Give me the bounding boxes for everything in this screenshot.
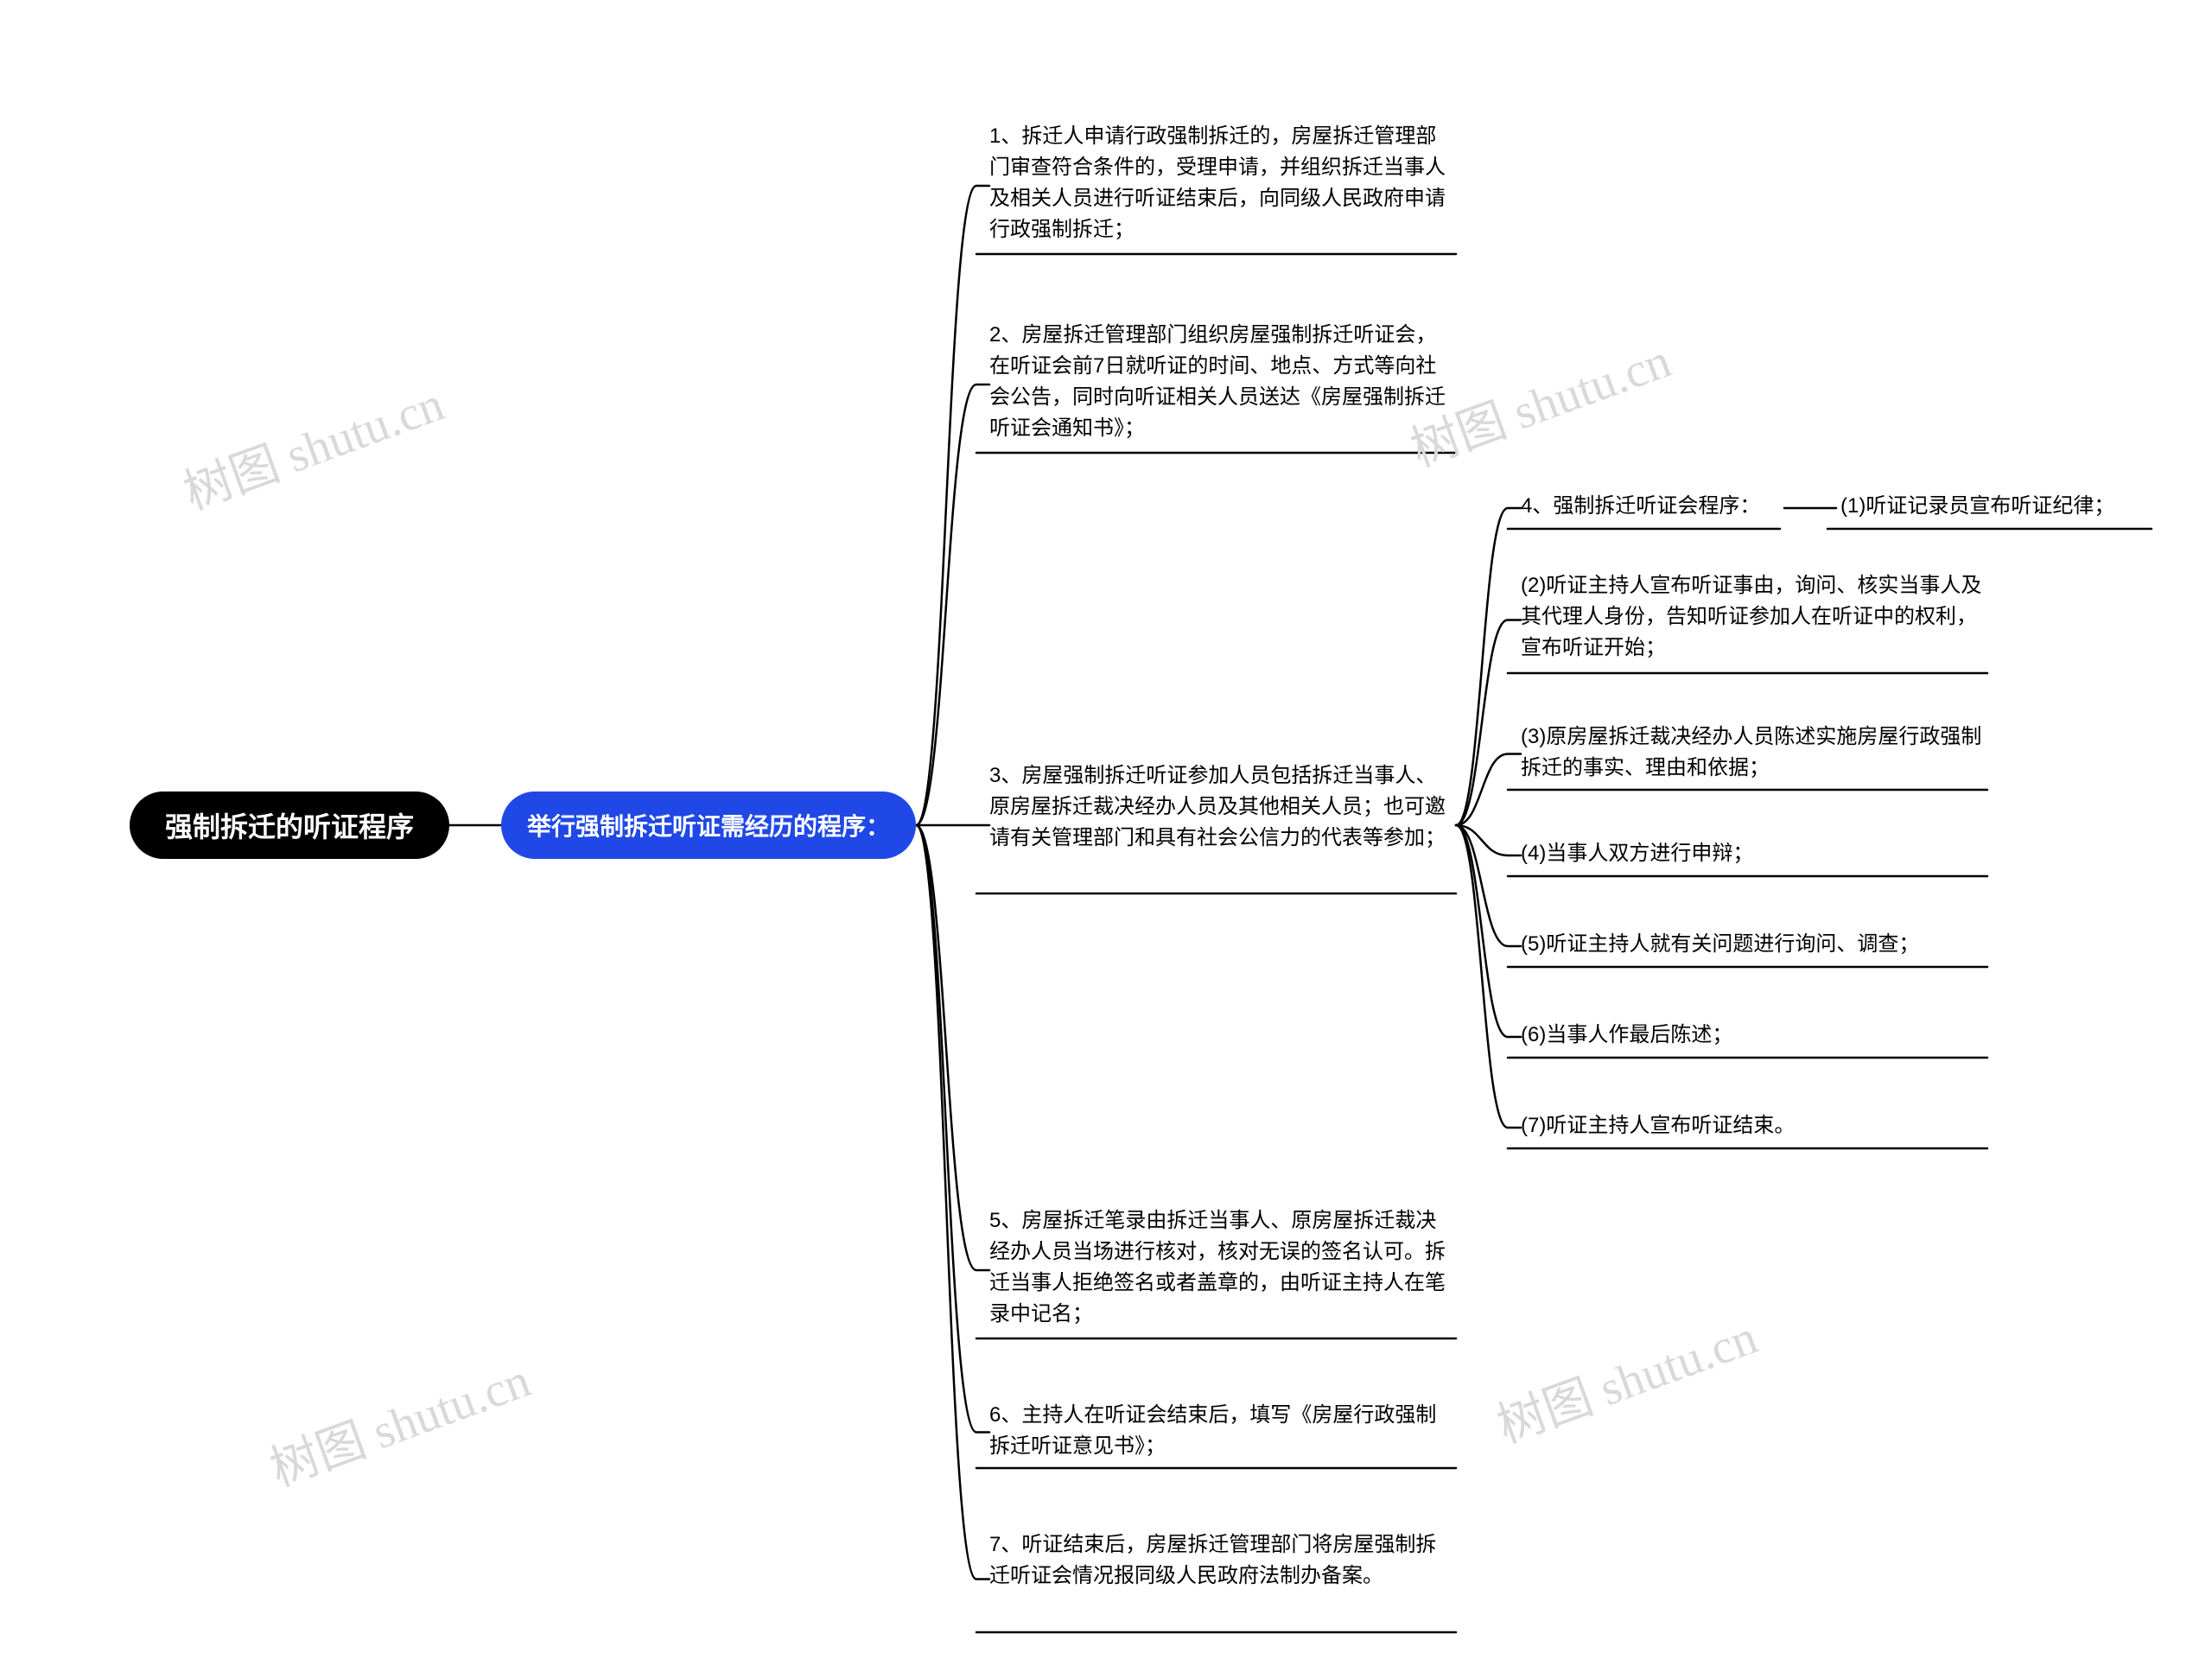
leaf-n3-first: (1)听证记录员宣布听证纪律； <box>1840 491 2152 525</box>
leaf-n5: 5、房屋拆迁笔录由拆迁当事人、原房屋拆迁裁决经办人员当场进行核对，核对无误的签名… <box>989 1205 1456 1335</box>
leaf-n3-i6: (6)当事人作最后陈述； <box>1521 1020 1987 1054</box>
leaf-n6: 6、主持人在听证会结束后，填写《房屋行政强制拆迁听证意见书》； <box>989 1400 1456 1465</box>
leaf-n7: 7、听证结束后，房屋拆迁管理部门将房屋强制拆迁听证会情况报同级人民政府法制办备案… <box>989 1529 1456 1629</box>
watermark-4: 树图 shutu.cn <box>1486 1299 1765 1458</box>
watermark-3: 树图 shutu.cn <box>259 1342 538 1501</box>
watermark-1: 树图 shutu.cn <box>173 366 452 525</box>
leaf-n3: 3、房屋强制拆迁听证参加人员包括拆迁当事人、原房屋拆迁裁决经办人员及其他相关人员… <box>989 760 1456 890</box>
leaf-n3-i7: (7)听证主持人宣布听证结束。 <box>1521 1110 1987 1145</box>
sub-label: 举行强制拆迁听证需经历的程序： <box>527 808 890 842</box>
leaf-n3-i3: (3)原房屋拆迁裁决经办人员陈述实施房屋行政强制拆迁的事实、理由和依据； <box>1521 722 1987 786</box>
leaf-n3-i5: (5)听证主持人就有关问题进行询问、调查； <box>1521 929 1987 963</box>
sub-node: 举行强制拆迁听证需经历的程序： <box>501 792 916 859</box>
leaf-n3-i2: (2)听证主持人宣布听证事由，询问、核实当事人及其代理人身份，告知听证参加人在听… <box>1521 570 1987 670</box>
leaf-n3-i4: (4)当事人双方进行申辩； <box>1521 838 1987 873</box>
root-node: 强制拆迁的听证程序 <box>130 792 449 859</box>
root-label: 强制拆迁的听证程序 <box>165 805 414 845</box>
leaf-n1: 1、拆迁人申请行政强制拆迁的，房屋拆迁管理部门审查符合条件的，受理申请，并组织拆… <box>989 121 1456 251</box>
leaf-n3-header: 4、强制拆迁听证会程序： <box>1521 491 1780 525</box>
leaf-n2: 2、房屋拆迁管理部门组织房屋强制拆迁听证会，在听证会前7日就听证的时间、地点、方… <box>989 320 1456 449</box>
